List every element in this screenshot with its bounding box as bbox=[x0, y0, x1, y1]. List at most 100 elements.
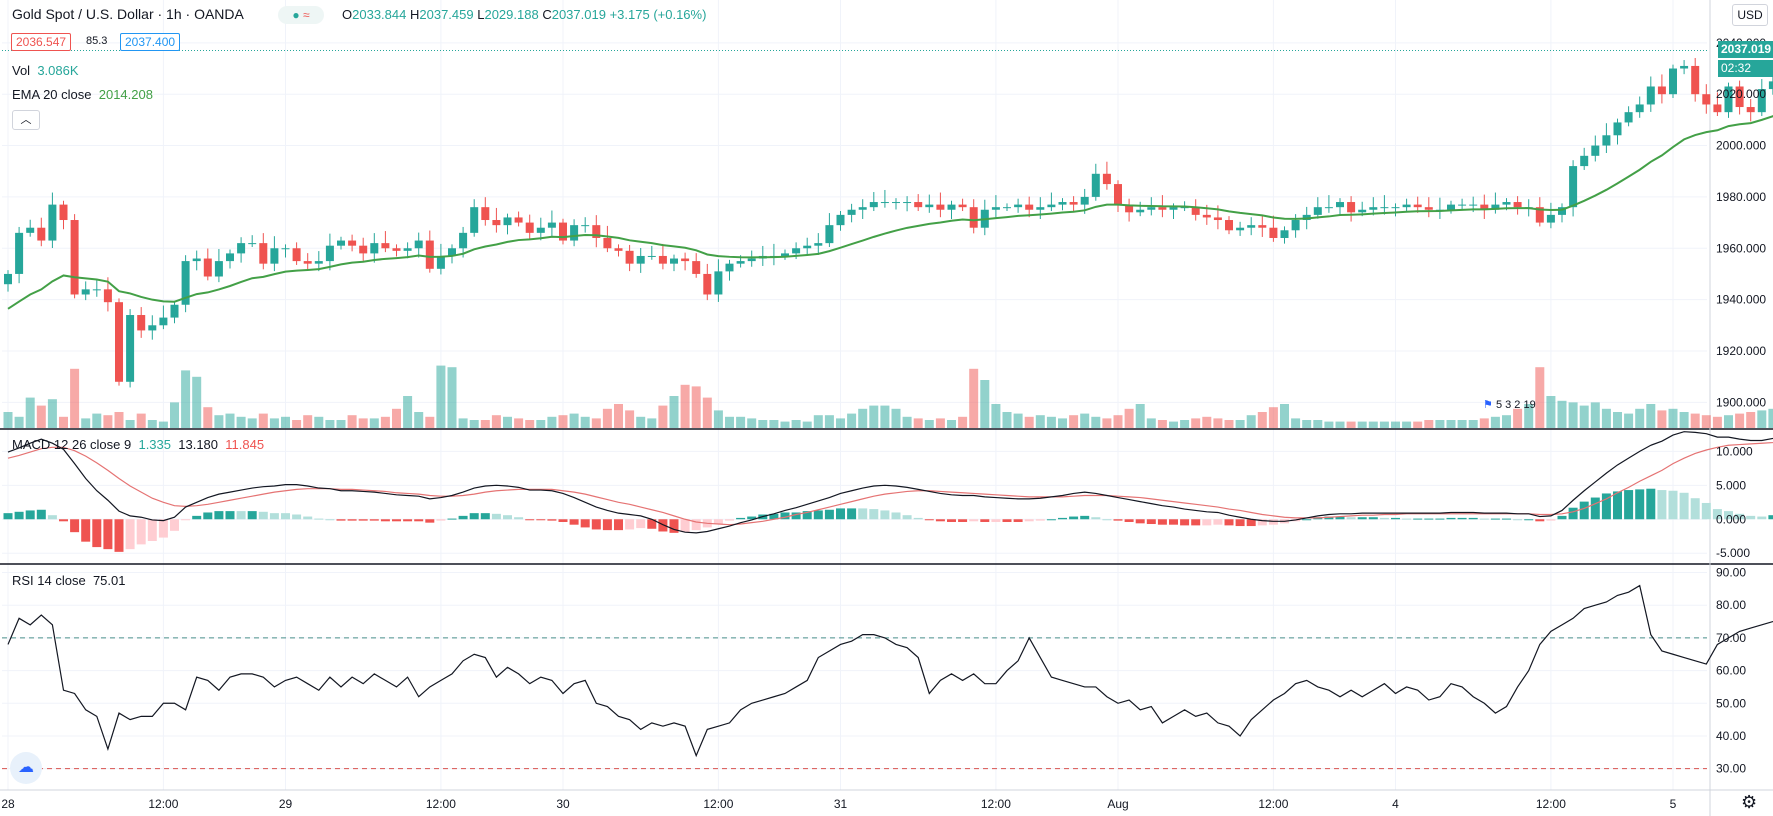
macd-histogram-bar bbox=[514, 517, 524, 520]
macd-histogram-bar bbox=[1169, 519, 1178, 525]
macd-histogram-bar bbox=[236, 511, 246, 520]
candle-body bbox=[1757, 89, 1766, 113]
volume-bar bbox=[491, 415, 501, 428]
volume-bar bbox=[614, 404, 623, 428]
candle-body bbox=[647, 255, 656, 257]
candle-body bbox=[1768, 81, 1773, 90]
macd-legend: MACD 12 26 close 9 1.335 13.180 11.845 bbox=[12, 437, 265, 452]
macd-histogram-bar bbox=[136, 519, 146, 545]
candle-body bbox=[747, 258, 756, 262]
rsi-legend: RSI 14 close 75.01 bbox=[12, 573, 126, 588]
buy-price-button[interactable]: 2037.400 bbox=[120, 33, 181, 51]
candle-body bbox=[1602, 135, 1611, 146]
macd-histogram-bar bbox=[47, 515, 57, 520]
volume-bar bbox=[1768, 408, 1773, 428]
gear-icon[interactable]: ⚙ bbox=[1741, 792, 1758, 812]
candle-body bbox=[947, 204, 956, 210]
macd-histogram-bar bbox=[1457, 517, 1467, 520]
macd-histogram-bar bbox=[691, 519, 701, 531]
macd-histogram-bar bbox=[358, 519, 368, 521]
candle-body bbox=[92, 289, 101, 291]
volume-bar bbox=[1157, 420, 1167, 428]
macd-histogram-bar bbox=[1102, 519, 1112, 521]
sell-price-button[interactable]: 2036.547 bbox=[11, 33, 72, 51]
candle-body bbox=[1646, 86, 1655, 105]
ema-legend: EMA 20 close 2014.208 bbox=[12, 87, 153, 102]
low-value: 2029.188 bbox=[484, 7, 539, 22]
macd-histogram-bar bbox=[1046, 519, 1056, 521]
rsi-pane bbox=[2, 584, 1773, 770]
candle-body bbox=[1680, 65, 1689, 69]
volume-bar bbox=[1257, 412, 1267, 428]
currency-button[interactable]: USD bbox=[1732, 4, 1768, 26]
symbol-title[interactable]: Gold Spot / U.S. Dollar · 1h · OANDA bbox=[12, 6, 244, 22]
candle-body bbox=[1669, 68, 1677, 95]
volume-bar bbox=[891, 408, 901, 428]
volume-bar bbox=[1246, 415, 1256, 428]
rsi-value: 75.01 bbox=[92, 573, 126, 588]
macd-histogram-bar bbox=[669, 519, 679, 533]
candle-body bbox=[514, 217, 523, 223]
macd-histogram-bar bbox=[447, 518, 457, 520]
price-axis[interactable]: 1900.000 1920.000 1940.000 1960.000 1980.000… bbox=[1716, 36, 1766, 776]
macd-histogram-bar bbox=[980, 519, 990, 522]
volume-bar bbox=[81, 418, 91, 428]
candle-body bbox=[991, 207, 1000, 210]
candle-body bbox=[1746, 107, 1755, 113]
macd-histogram-bar bbox=[836, 508, 845, 520]
volume-bar bbox=[924, 420, 934, 428]
chevron-up-icon: ︿ bbox=[20, 114, 32, 126]
candle-body bbox=[1347, 202, 1356, 213]
candlestick-series bbox=[4, 57, 1773, 388]
macd-histogram-bar bbox=[1668, 490, 1678, 520]
candle-body bbox=[836, 214, 845, 226]
candle-body bbox=[1069, 202, 1078, 205]
macd-histogram-bar bbox=[436, 519, 446, 521]
candle-body bbox=[781, 253, 789, 256]
macd-histogram-bar bbox=[1712, 509, 1722, 520]
volume-bar bbox=[236, 416, 246, 428]
volume-bar bbox=[503, 416, 512, 428]
events-badge[interactable]: ⚑ 5 3 2 19 bbox=[1483, 399, 1536, 411]
time-axis[interactable]: 28 12:00 29 12:00 30 12:00 31 12:00 Aug 12:00 4 12:… bbox=[1, 797, 1773, 811]
candle-body bbox=[1558, 207, 1566, 215]
volume-bar bbox=[281, 416, 290, 428]
volume-bar bbox=[935, 418, 945, 428]
candle-body bbox=[181, 261, 190, 305]
macd-histogram-bar bbox=[1180, 519, 1190, 526]
macd-histogram-bar bbox=[1024, 519, 1034, 522]
macd-histogram-bar bbox=[1724, 511, 1733, 520]
market-status-pill[interactable]: ● ≈ bbox=[278, 6, 324, 24]
macd-histogram-bar bbox=[736, 517, 746, 520]
candle-body bbox=[1691, 65, 1700, 95]
macd-histogram-bar bbox=[536, 519, 546, 521]
macd-histogram-bar bbox=[403, 519, 413, 522]
macd-histogram-bar bbox=[991, 519, 1001, 522]
volume-bar bbox=[669, 396, 679, 428]
volume-bar bbox=[292, 420, 302, 428]
volume-bar bbox=[1746, 412, 1756, 428]
candle-body bbox=[1125, 204, 1134, 213]
macd-histogram-bar bbox=[1557, 515, 1567, 520]
candle-body bbox=[1535, 207, 1544, 223]
volume-bar bbox=[1468, 420, 1478, 428]
candle-body bbox=[1635, 104, 1644, 113]
collapse-legend-button[interactable]: ︿ bbox=[12, 110, 40, 130]
candle-body bbox=[1402, 204, 1411, 208]
volume-bar bbox=[258, 413, 268, 428]
candle-body bbox=[70, 220, 79, 295]
macd-line bbox=[7, 431, 1773, 534]
rsi-line bbox=[7, 584, 1773, 758]
cloud-icon[interactable]: ☁ bbox=[10, 752, 42, 784]
macd-histogram-bar bbox=[780, 512, 790, 520]
volume-bar bbox=[59, 416, 68, 428]
candle-body bbox=[381, 243, 390, 249]
candle-body bbox=[148, 325, 157, 331]
volume-value: 3.086K bbox=[37, 63, 79, 78]
volume-bar bbox=[725, 416, 734, 428]
candle-body bbox=[1569, 166, 1578, 208]
macd-histogram-bar bbox=[1324, 516, 1334, 520]
macd-histogram-bar bbox=[380, 519, 390, 522]
price-tick-label: 1960.000 bbox=[1716, 241, 1766, 255]
